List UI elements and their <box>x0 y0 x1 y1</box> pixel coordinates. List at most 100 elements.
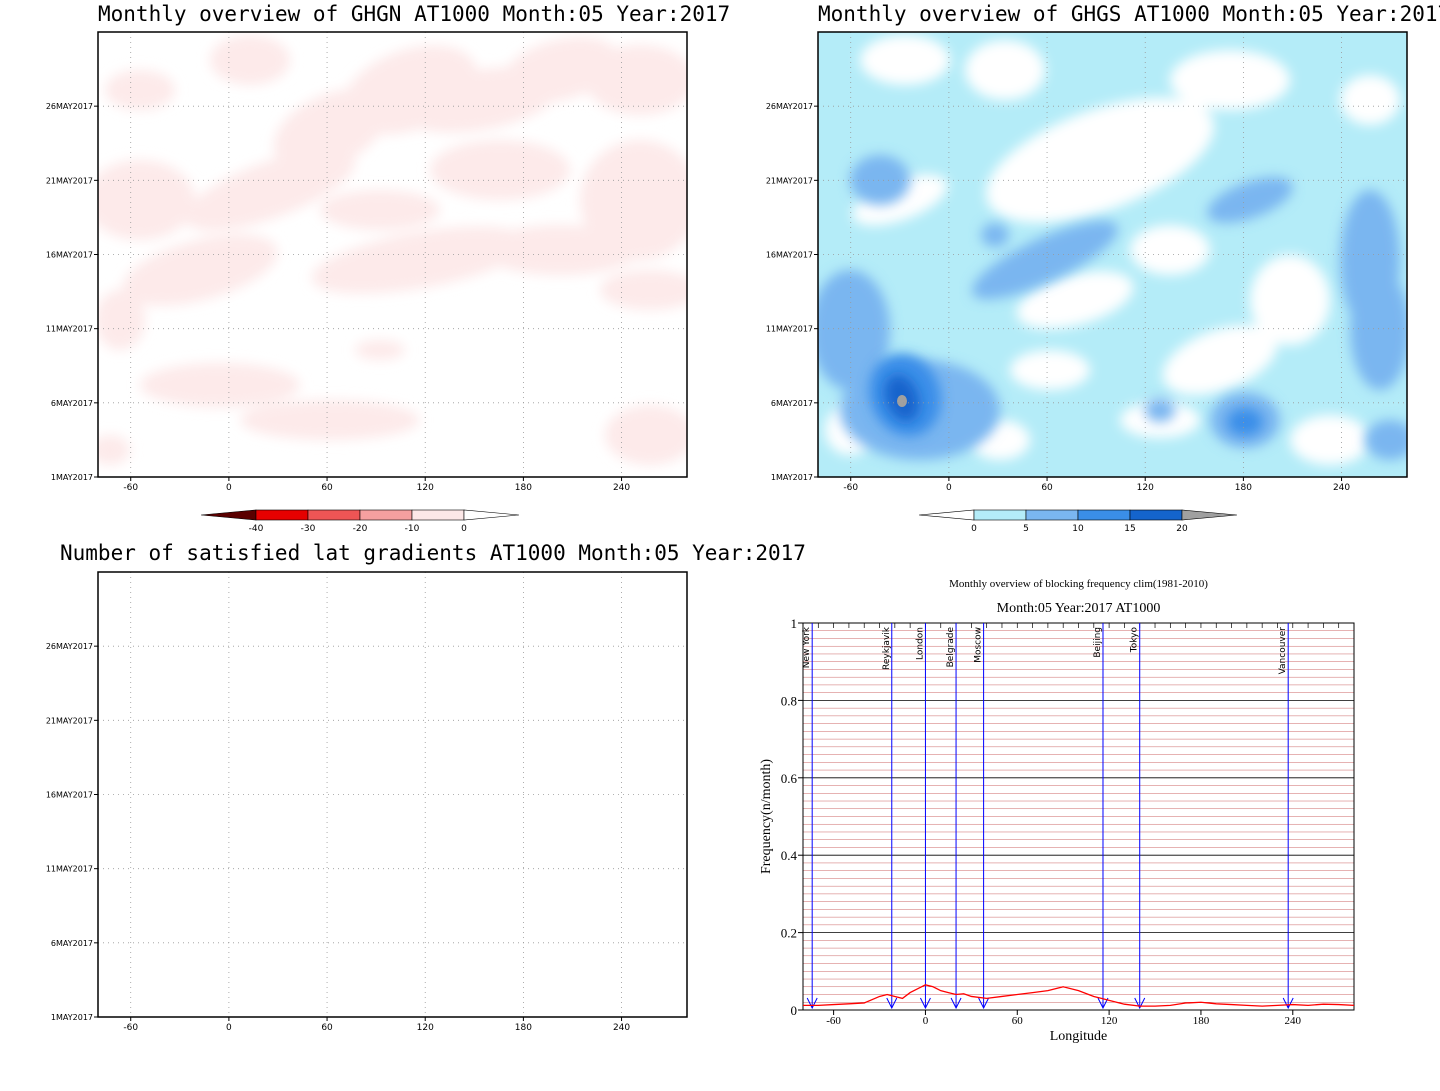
contour-blob <box>355 340 405 360</box>
x-tick-label: 60 <box>1041 483 1053 493</box>
colorbar-segment <box>973 509 1027 521</box>
colorbar-extend-high <box>463 509 520 521</box>
y-tick-label: 6MAY2017 <box>51 399 93 408</box>
contour-blob <box>430 140 570 200</box>
colorbar-label: 15 <box>1124 524 1135 534</box>
colorbar-segment <box>359 509 413 521</box>
contour-blob <box>585 45 687 115</box>
colorbar-label: 10 <box>1072 524 1084 534</box>
colorbar-segment <box>255 509 309 521</box>
contour-blob <box>860 35 950 85</box>
y-tick-label: 1 <box>791 616 798 631</box>
y-axis-label: Frequency(n/month) <box>759 759 774 874</box>
x-tick-label: 180 <box>1235 483 1252 493</box>
contour-blob <box>605 405 687 465</box>
contour-blob <box>1130 225 1210 275</box>
contour-fills <box>98 35 687 465</box>
y-tick-label: 21MAY2017 <box>46 716 93 725</box>
city-label: Moscow <box>974 627 984 663</box>
city-arrow <box>1097 997 1109 1010</box>
contour-blob <box>985 97 1215 223</box>
colorbar-extend-low <box>200 509 257 521</box>
x-tick-label: 60 <box>321 1023 333 1033</box>
contour-fills <box>818 32 1407 477</box>
x-tick-label: -60 <box>123 483 138 493</box>
contour-blob <box>320 190 440 230</box>
x-tick-label: 180 <box>515 483 532 493</box>
frequency-line <box>803 984 1355 1007</box>
y-tick-label: 16MAY2017 <box>46 791 93 800</box>
chart-title-lat-gradients: Number of satisfied lat gradients AT1000… <box>60 541 806 565</box>
contour-blob <box>1290 415 1370 465</box>
city-label: Reykjavik <box>882 626 892 670</box>
city-marker: Reykjavik <box>882 623 898 1010</box>
y-tick-label: 1MAY2017 <box>51 1013 93 1022</box>
y-tick-label: 16MAY2017 <box>766 251 813 260</box>
colorbar-extend-high <box>1181 509 1238 521</box>
y-tick-label: 21MAY2017 <box>46 176 93 185</box>
contour-blob <box>1016 271 1134 329</box>
contour-blob <box>981 223 1009 247</box>
y-tick-label: 21MAY2017 <box>766 176 813 185</box>
y-tick-label: 11MAY2017 <box>46 865 93 874</box>
contour-blob <box>98 290 145 350</box>
colorbar-label: 0 <box>971 524 977 534</box>
contour-blob <box>480 225 640 275</box>
city-marker: London <box>915 623 931 1010</box>
x-tick-label: -60 <box>826 1015 841 1027</box>
city-arrow <box>806 997 818 1010</box>
city-marker: Tokyo <box>1130 623 1146 1010</box>
city-arrow <box>978 997 990 1010</box>
contour-region <box>98 35 687 465</box>
contour-blob <box>852 174 948 226</box>
panel-ghgn: -60 0 60 120 180 240 1MAY2017 6MAY2017 11MAY2017… <box>46 31 688 493</box>
colorbar-ghgn: -40 -30 -20 -10 0 <box>200 509 520 534</box>
contour-blob <box>140 363 300 407</box>
city-arrow <box>1134 997 1146 1010</box>
freq-chart-subtitle: Month:05 Year:2017 AT1000 <box>997 601 1161 616</box>
y-tick-label: 6MAY2017 <box>51 939 93 948</box>
contour-blob <box>311 226 529 294</box>
x-tick-label: 240 <box>613 1023 630 1033</box>
grid <box>98 572 687 1018</box>
city-arrow <box>919 997 931 1010</box>
x-tick-label: -60 <box>843 483 858 493</box>
colorbar-segment <box>1077 509 1131 521</box>
colorbar-label: -10 <box>405 524 420 534</box>
city-marker: Vancouver <box>1278 623 1294 1010</box>
colorbar-label: -40 <box>249 524 264 534</box>
x-axis-label: Longitude <box>1050 1029 1108 1044</box>
city-label: Belgrade <box>946 627 956 668</box>
contour-blob <box>818 270 890 390</box>
city-label: New York <box>802 626 812 668</box>
chart-title-ghgn: Monthly overview of GHGN AT1000 Month:05… <box>98 2 731 26</box>
city-marker: Moscow <box>974 623 990 1010</box>
y-tick-label: 26MAY2017 <box>46 102 93 111</box>
city-label: Beijing <box>1093 627 1103 658</box>
contour-blob <box>971 220 1119 300</box>
colorbar-label: 0 <box>461 524 467 534</box>
x-tick-label: 0 <box>946 483 952 493</box>
freq-chart-title: Monthly overview of blocking frequency c… <box>949 578 1208 590</box>
city-marker: New York <box>802 623 818 1010</box>
x-tick-label: 120 <box>417 1023 434 1033</box>
contour-blob <box>1250 255 1330 345</box>
x-tick-label: 240 <box>1333 483 1350 493</box>
x-tick-label: 180 <box>515 1023 532 1033</box>
chart-title-ghgs: Monthly overview of GHGS AT1000 Month:05… <box>818 2 1440 26</box>
contour-blob <box>965 40 1045 100</box>
contour-blob <box>1350 270 1407 390</box>
panel-ghgs: -60 0 60 120 180 240 1MAY2017 6MAY2017 11MAY2017… <box>766 31 1408 493</box>
contour-blob <box>1340 75 1400 125</box>
colorbar-label: -30 <box>301 524 316 534</box>
x-tick-label: 120 <box>1101 1015 1118 1027</box>
city-arrow <box>1282 997 1294 1010</box>
y-tick-label: 1MAY2017 <box>771 473 813 482</box>
y-tick-label: 26MAY2017 <box>766 102 813 111</box>
contour-blob <box>105 70 175 110</box>
colorbar-segment <box>1025 509 1079 521</box>
city-arrow <box>950 997 962 1010</box>
colorbar-label: -20 <box>353 524 368 534</box>
contour-blob <box>98 435 130 465</box>
